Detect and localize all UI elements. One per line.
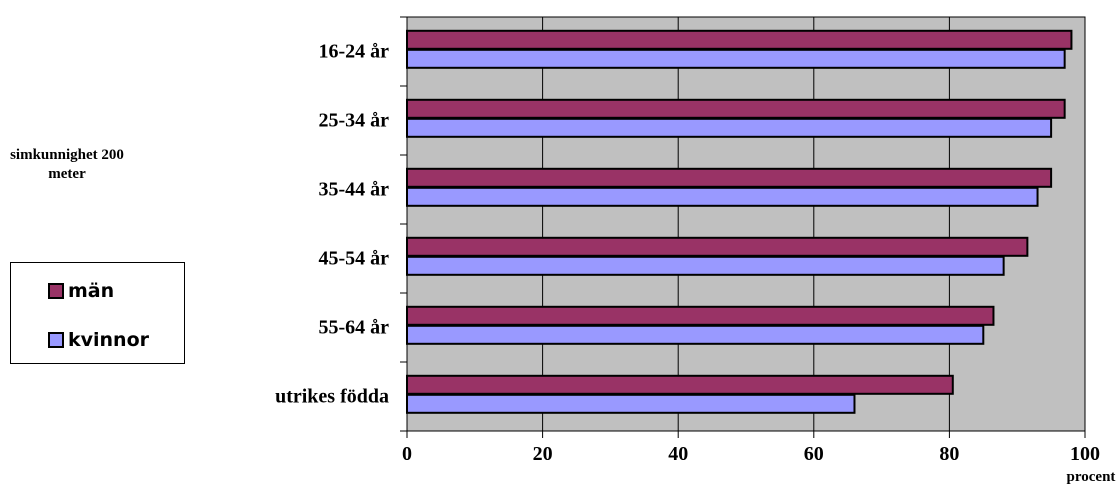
y-tick-label: 35-44 år [318, 179, 389, 201]
side-title-line-2: meter [48, 166, 86, 182]
y-tick-label: 16-24 år [318, 41, 389, 63]
x-tick-label: 40 [668, 443, 688, 465]
y-tick-label: 55-64 år [318, 317, 389, 339]
legend: män kvinnor [10, 262, 185, 364]
x-tick-label: 80 [939, 443, 959, 465]
gridlines [542, 17, 950, 431]
axes [400, 16, 1086, 438]
legend-label-kvinnor: kvinnor [68, 329, 150, 351]
bar-man [406, 98, 1066, 119]
bars [406, 29, 1073, 414]
legend-item-man: män [48, 280, 114, 302]
legend-item-kvinnor: kvinnor [48, 329, 149, 351]
bar-kvinnor [406, 324, 985, 345]
bar-kvinnor [406, 393, 856, 414]
bar-man [406, 29, 1073, 50]
legend-label-man: män [68, 280, 115, 302]
y-tick-label: 25-34 år [318, 110, 389, 132]
tick-labels: 0 20 40 60 80 100 procent 16-24 år 25-34 år 35-44… [275, 41, 1115, 486]
x-tick-label: 20 [533, 443, 553, 465]
bar-kvinnor [406, 255, 1005, 276]
bar-man [406, 374, 954, 395]
y-tick-label: utrikes födda [275, 386, 389, 408]
x-tick-label: 60 [804, 443, 824, 465]
legend-swatch-kvinnor [48, 332, 64, 348]
bar-kvinnor [406, 186, 1039, 207]
bar-kvinnor [406, 48, 1066, 69]
x-axis-label: procent [1067, 469, 1116, 485]
plot-area [406, 16, 1086, 432]
x-tick-label: 100 [1070, 443, 1100, 465]
bar-kvinnor [406, 117, 1053, 138]
y-tick-label: 45-54 år [318, 248, 389, 270]
bar-man [406, 236, 1029, 257]
side-title-line-1: simkunnighet 200 [10, 147, 124, 163]
legend-swatch-man [48, 283, 64, 299]
bar-man [406, 305, 995, 326]
x-tick-label: 0 [402, 443, 412, 465]
side-title: simkunnighet 200 meter [0, 146, 134, 184]
bar-man [406, 167, 1053, 188]
